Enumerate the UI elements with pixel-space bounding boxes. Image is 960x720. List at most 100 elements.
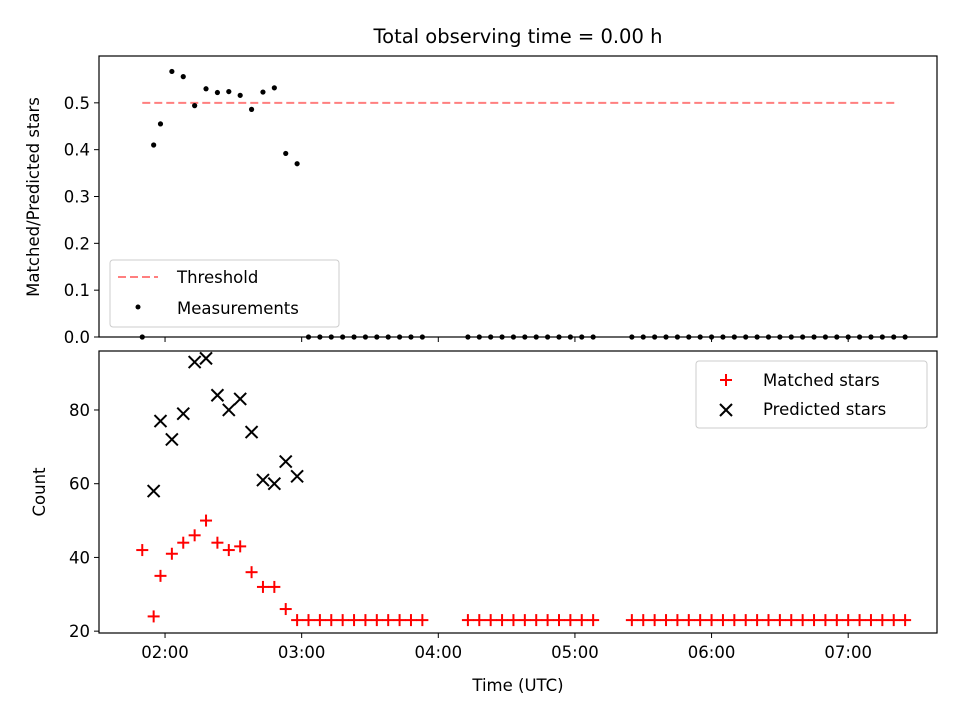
- matched-star-point: [370, 614, 383, 627]
- measurement-point: [845, 334, 851, 340]
- measurement-point: [260, 89, 266, 95]
- measurement-point: [419, 334, 425, 340]
- top-y-ticks: 0.0 0.1 0.2 0.3 0.4 0.5: [64, 94, 99, 347]
- matched-star-point: [716, 614, 729, 627]
- measurement-point: [408, 334, 414, 340]
- matched-star-point: [819, 614, 832, 627]
- measurement-point: [214, 89, 221, 96]
- predicted-star-point: [187, 355, 202, 369]
- measurement-point: [754, 334, 760, 340]
- measurement-point: [834, 334, 840, 340]
- measurement-point: [248, 106, 255, 112]
- measurement-point: [180, 74, 186, 80]
- measurement-point: [374, 334, 380, 340]
- matched-star-point: [188, 529, 201, 542]
- x-tick-label: 05:00: [551, 643, 599, 662]
- x-tick-label: 03:00: [278, 643, 326, 662]
- matched-star-point: [625, 614, 638, 627]
- legend-matched-label: Matched stars: [763, 371, 880, 390]
- matched-star-point: [484, 614, 497, 627]
- matched-star-point: [200, 514, 213, 527]
- measurement-point: [697, 334, 703, 340]
- legend-measurements-swatch: [135, 304, 141, 310]
- matched-star-point: [853, 614, 866, 627]
- matched-star-point: [136, 544, 149, 557]
- matched-star-point: [773, 614, 786, 627]
- top-axes: 0.0 0.1 0.2 0.3 0.4 0.5 Matched/Predicted sta…: [24, 55, 938, 347]
- matched-star-point: [279, 603, 292, 616]
- x-tick-label: 02:00: [141, 643, 189, 662]
- measurement-point: [640, 334, 646, 340]
- measurement-point: [556, 334, 562, 340]
- legend-measurements-label: Measurements: [177, 299, 299, 318]
- matched-star-point: [416, 614, 429, 627]
- matched-star-point: [552, 614, 565, 627]
- matched-star-point: [325, 614, 338, 627]
- measurement-point: [351, 334, 357, 340]
- measurement-point: [340, 334, 346, 340]
- matched-star-point: [359, 614, 372, 627]
- matched-star-point: [864, 614, 877, 627]
- predicted-star-point: [176, 406, 190, 421]
- y-tick-label: 0.3: [64, 188, 90, 207]
- measurement-point: [731, 334, 737, 340]
- measurement-point: [674, 334, 681, 340]
- matched-star-point: [530, 614, 543, 627]
- measurement-point: [294, 161, 300, 167]
- measurement-point: [157, 121, 164, 127]
- matched-star-point: [587, 614, 600, 627]
- bottom-marks: [136, 351, 912, 627]
- measurement-point: [488, 334, 494, 340]
- top-marks: [139, 68, 908, 340]
- matched-star-point: [785, 614, 798, 627]
- measurement-point: [567, 334, 573, 340]
- predicted-star-point: [267, 476, 282, 491]
- matched-star-point: [564, 614, 577, 627]
- predicted-star-point: [165, 432, 179, 447]
- measurement-point: [499, 334, 505, 340]
- measurement-point: [891, 334, 897, 340]
- predicted-star-point: [279, 454, 293, 469]
- measurement-point: [362, 334, 369, 340]
- measurement-point: [305, 334, 312, 340]
- y-tick-label: 0.0: [64, 328, 90, 347]
- matched-star-point: [887, 614, 900, 627]
- y-tick-label: 60: [69, 475, 90, 494]
- bottom-plot-frame: [98, 350, 938, 634]
- measurement-point: [522, 334, 528, 340]
- predicted-star-point: [146, 484, 161, 498]
- matched-star-point: [496, 614, 509, 627]
- measurement-point: [652, 334, 658, 340]
- bottom-legend: Matched stars Predicted stars: [695, 360, 928, 429]
- bottom-y-ticks: 20 40 60 80: [69, 401, 99, 641]
- measurement-point: [629, 334, 635, 340]
- measurement-point: [169, 68, 175, 75]
- matched-star-point: [899, 614, 912, 627]
- measurement-point: [590, 334, 596, 340]
- predicted-star-point: [199, 351, 213, 366]
- x-axis-label: Time (UTC): [471, 676, 563, 695]
- measurement-point: [510, 334, 517, 340]
- measurement-point: [811, 334, 817, 340]
- legend-matched-swatch: [720, 374, 732, 386]
- matched-star-point: [211, 536, 224, 549]
- matched-star-point: [473, 614, 486, 627]
- measurement-point: [868, 334, 874, 340]
- bottom-y-axis-label: Count: [30, 467, 49, 517]
- matched-star-point: [393, 614, 406, 627]
- measurement-point: [328, 334, 334, 340]
- measurement-point: [686, 334, 692, 340]
- y-tick-label: 0.1: [64, 281, 90, 300]
- matched-star-point: [637, 614, 650, 627]
- matched-star-point: [348, 614, 361, 627]
- matched-star-point: [751, 614, 764, 627]
- matched-star-point: [575, 614, 588, 627]
- matched-star-point: [541, 614, 554, 627]
- figure-title: Total observing time = 0.00 h: [373, 25, 663, 48]
- matched-star-point: [660, 614, 673, 627]
- matched-star-point: [876, 614, 889, 627]
- matched-star-point: [313, 614, 326, 627]
- matched-star-point: [177, 536, 190, 549]
- matched-star-point: [648, 614, 661, 627]
